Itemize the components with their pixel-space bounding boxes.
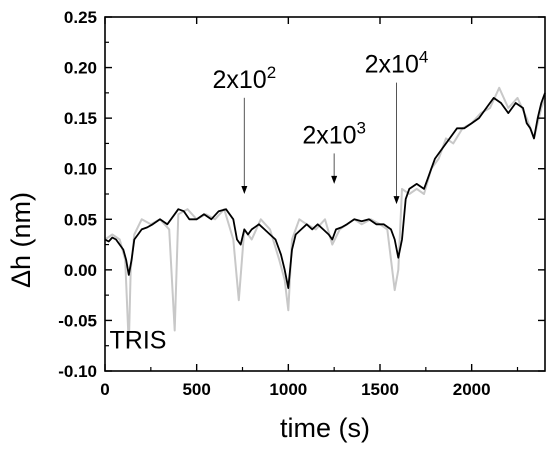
smoothed-series-line-group: [104, 92, 546, 290]
x-tick-label: 2000: [453, 380, 491, 399]
plot-frame: [104, 16, 546, 372]
concentration-annotation: 2x102: [212, 63, 276, 94]
x-tick-label: 0: [100, 380, 109, 399]
buffer-label: TRIS: [110, 327, 167, 355]
smoothed-series-line: [104, 92, 546, 290]
x-tick-label: 1000: [269, 380, 307, 399]
x-tick-label: 500: [182, 380, 210, 399]
x-axis-title: time (s): [280, 413, 370, 443]
concentration-annotation: 2x104: [365, 48, 429, 79]
y-tick-label: 0.15: [64, 109, 97, 128]
annotation-arrowhead: [331, 175, 338, 184]
y-tick-label: -0.10: [58, 362, 97, 381]
y-tick-label: 0.10: [64, 160, 97, 179]
concentration-annotation: 2x103: [302, 118, 366, 149]
axis-ticks: -0.10 -0.05 0.00 0.05 0.10 0.15 0.20 0.25 0 500 10…: [58, 8, 545, 399]
annotations: 2x102 2x103 2x104 TRIS: [110, 48, 429, 355]
y-tick-label: 0.25: [64, 8, 97, 27]
annotation-arrowhead: [393, 196, 400, 205]
x-tick-label: 1500: [361, 380, 399, 399]
y-tick-label: 0.20: [64, 59, 97, 78]
y-axis-title: Δh (nm): [6, 192, 36, 288]
y-tick-label: 0.05: [64, 210, 97, 229]
annotation-arrowhead: [241, 186, 248, 194]
y-tick-label: 0.00: [64, 261, 97, 280]
y-tick-label: -0.05: [58, 311, 97, 330]
